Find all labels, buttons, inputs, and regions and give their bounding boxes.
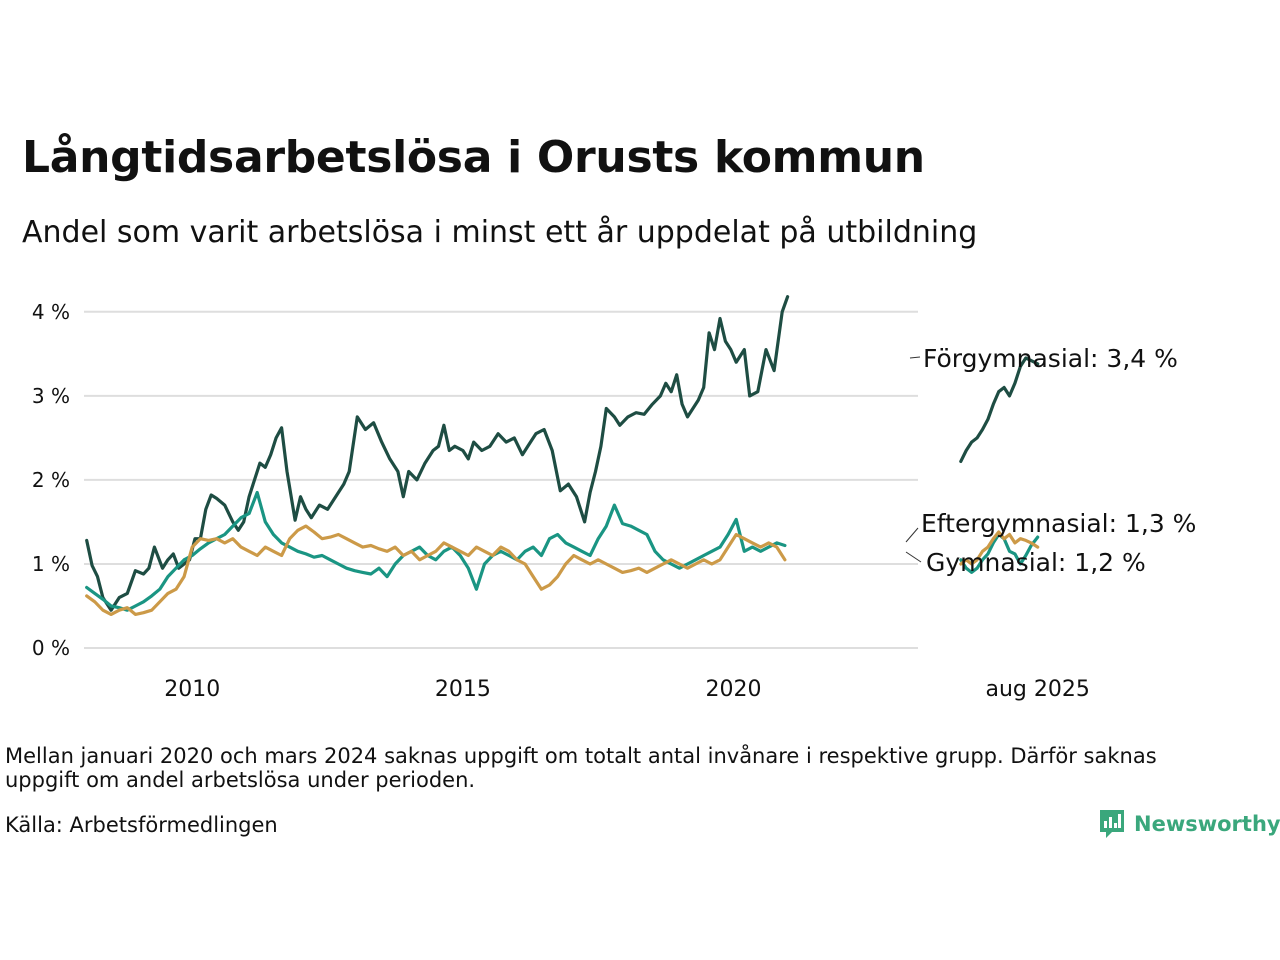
series-lines: [85, 295, 1040, 616]
x-tick-label: 2010: [164, 677, 220, 702]
series-line-förgymnasial: [959, 356, 1040, 463]
brand-logo[interactable]: Newsworthy: [1098, 808, 1280, 840]
series-line-gymnasial: [959, 530, 1040, 566]
end-label-gymnasial: Gymnasial: 1,2 %: [926, 548, 1146, 577]
source-text: Källa: Arbetsförmedlingen: [5, 813, 278, 837]
x-axis-ticks: 2010 2015 2020 aug 2025: [164, 677, 1090, 702]
y-tick-label: 4 %: [32, 300, 70, 324]
footnote: Mellan januari 2020 och mars 2024 saknas…: [5, 744, 1157, 792]
y-tick-label: 0 %: [32, 636, 70, 660]
y-tick-label: 1 %: [32, 552, 70, 576]
label-connector: [905, 527, 919, 543]
y-tick-label: 2 %: [32, 468, 70, 492]
end-labels: Förgymnasial: 3,4 % Eftergymnasial: 1,3 %…: [905, 344, 1196, 577]
end-label-eftergymnasial: Eftergymnasial: 1,3 %: [921, 509, 1196, 538]
chart-title: Långtidsarbetslösa i Orusts kommun: [22, 132, 925, 183]
series-line-gymnasial: [85, 524, 787, 616]
end-label-förgymnasial: Förgymnasial: 3,4 %: [923, 344, 1178, 373]
label-connector: [909, 356, 921, 359]
label-connector: [905, 551, 922, 563]
x-tick-label: 2020: [705, 677, 761, 702]
x-tick-label: aug 2025: [985, 677, 1089, 702]
line-chart: 0 % 1 % 2 % 3 % 4 % 2010 2015 2020 aug 2025 För…: [32, 295, 1196, 702]
y-tick-label: 3 %: [32, 384, 70, 408]
chart-subtitle: Andel som varit arbetslösa i minst ett å…: [22, 215, 978, 250]
brand-name: Newsworthy: [1134, 812, 1280, 836]
y-axis-ticks: 0 % 1 % 2 % 3 % 4 %: [32, 300, 70, 660]
x-tick-label: 2015: [435, 677, 491, 702]
bar-chart-logo-icon: [1100, 810, 1124, 838]
y-gridlines: [84, 310, 918, 649]
